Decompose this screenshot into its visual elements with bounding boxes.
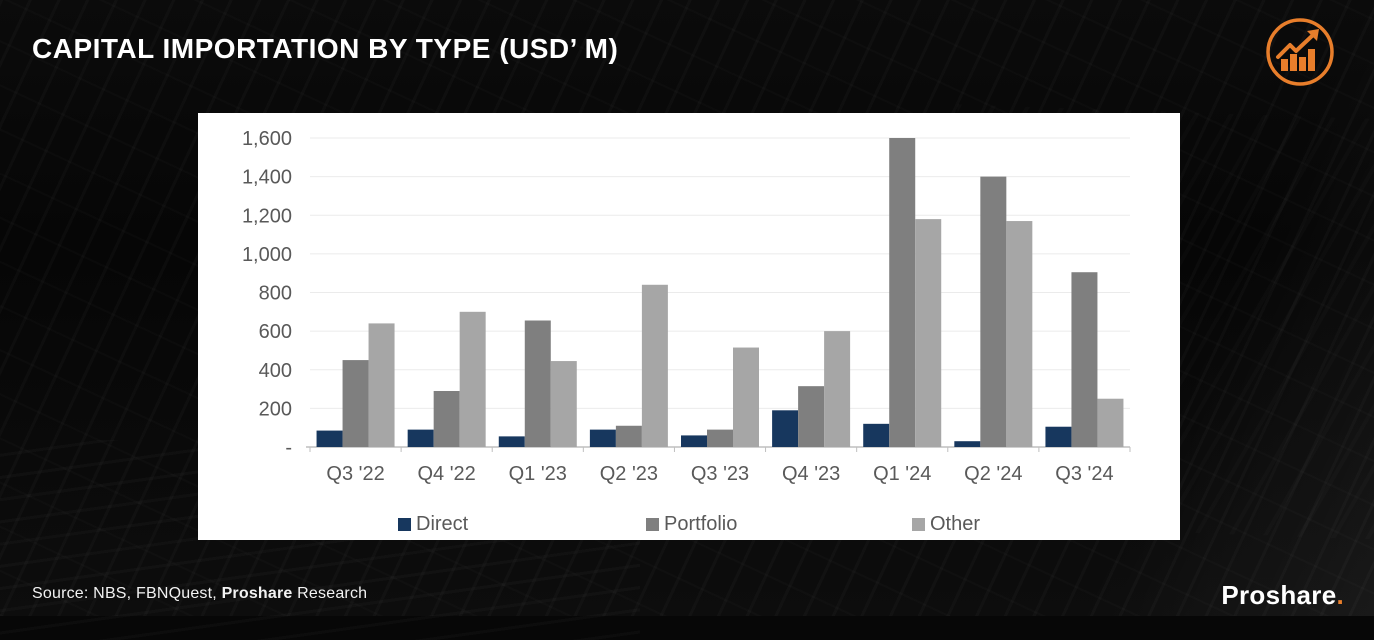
legend-label-other: Other — [930, 513, 981, 535]
source-attribution: Source: NBS, FBNQuest, Proshare Research — [32, 585, 367, 603]
x-axis-category-label: Q2 '24 — [964, 463, 1022, 485]
x-axis-category-label: Q3 '23 — [691, 463, 749, 485]
y-axis-tick-label: - — [285, 437, 292, 459]
bar-portfolio-3 — [615, 425, 642, 447]
x-axis-category-label: Q2 '23 — [600, 463, 658, 485]
y-axis-tick-label: 400 — [259, 360, 292, 382]
y-axis-tick-label: 200 — [259, 398, 292, 420]
source-suffix: Research — [292, 585, 368, 602]
bar-other-1 — [459, 311, 486, 447]
bar-other-4 — [733, 347, 759, 447]
bar-direct-4 — [681, 435, 707, 447]
bar-portfolio-2 — [524, 320, 551, 447]
bar-other-5 — [824, 331, 851, 447]
bar-direct-8 — [1045, 426, 1072, 447]
legend-item-direct: Direct — [398, 513, 468, 536]
bar-chart-svg: - 200 400 600 800 1,000 1,200 1,400 1,600 Q3 '22 Q… — [242, 128, 1131, 485]
x-axis-category-label: Q1 '23 — [509, 463, 567, 485]
legend-marker-other-icon — [912, 518, 925, 531]
bar-direct-6 — [863, 423, 890, 447]
legend-marker-direct-icon — [398, 518, 411, 531]
bar-portfolio-0 — [342, 360, 369, 447]
x-axis-category-label: Q1 '24 — [873, 463, 931, 485]
bar-other-8 — [1097, 398, 1124, 447]
bar-other-7 — [1006, 221, 1033, 447]
bar-direct-1 — [407, 429, 434, 447]
bar-direct-3 — [589, 429, 616, 447]
x-axis-category-label: Q3 '22 — [326, 463, 384, 485]
x-axis-category-label: Q3 '24 — [1055, 463, 1113, 485]
source-proshare: Proshare — [221, 585, 293, 602]
y-axis-tick-label: 600 — [259, 321, 292, 343]
bar-direct-0 — [316, 430, 343, 447]
proshare-logo: Proshare. — [1221, 580, 1344, 611]
bar-direct-2 — [498, 436, 525, 447]
legend-marker-portfolio-icon — [646, 518, 659, 531]
page-title: CAPITAL IMPORTATION BY TYPE (USD’ M) — [32, 33, 619, 64]
bar-portfolio-7 — [980, 176, 1007, 447]
y-axis-tick-label: 1,400 — [242, 167, 292, 189]
bar-portfolio-6 — [889, 138, 916, 447]
bar-portfolio-5 — [798, 386, 825, 447]
source-prefix: Source: NBS, FBNQuest, — [32, 585, 222, 602]
bar-other-0 — [368, 323, 395, 447]
legend-label-direct: Direct — [416, 513, 469, 535]
bar-portfolio-8 — [1071, 272, 1098, 447]
x-axis-category-label: Q4 '22 — [418, 463, 476, 485]
bar-direct-5 — [772, 410, 799, 447]
bar-direct-7 — [954, 441, 981, 447]
bar-portfolio-1 — [433, 390, 460, 447]
x-axis-category-label: Q4 '23 — [782, 463, 840, 485]
chart-panel: - 200 400 600 800 1,000 1,200 1,400 1,600 Q3 '22 Q… — [198, 113, 1180, 540]
bar-portfolio-4 — [707, 429, 733, 447]
legend-item-portfolio: Portfolio — [646, 513, 737, 536]
y-axis-tick-label: 1,200 — [242, 205, 292, 227]
y-axis-tick-label: 1,600 — [242, 128, 292, 150]
proshare-wordmark: Proshare — [1221, 580, 1337, 610]
bar-other-3 — [641, 284, 668, 447]
bar-other-2 — [550, 361, 577, 447]
chart-legend: Direct Portfolio Other — [198, 513, 1180, 537]
legend-item-other: Other — [912, 513, 980, 536]
y-axis-tick-label: 800 — [259, 283, 292, 305]
proshare-logo-dot: . — [1336, 580, 1344, 610]
bar-other-6 — [915, 219, 942, 447]
y-axis-tick-label: 1,000 — [242, 244, 292, 266]
growth-chart-icon — [1264, 16, 1336, 88]
legend-label-portfolio: Portfolio — [664, 513, 738, 535]
